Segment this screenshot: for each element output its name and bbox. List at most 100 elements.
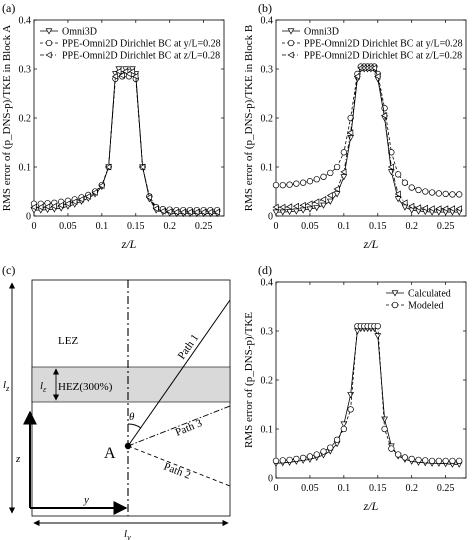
data-point-series-2 (408, 184, 415, 191)
ly-label: ly (124, 528, 131, 540)
data-point-series-2 (388, 445, 395, 452)
data-point-series-2 (306, 178, 314, 185)
data-point-series-3 (172, 208, 180, 216)
data-point-series-2 (401, 454, 409, 461)
data-point-series-3 (71, 198, 78, 206)
data-point-series-3 (414, 204, 422, 212)
path-3-label: Path 3 (174, 417, 205, 439)
data-point-series-3 (152, 205, 159, 213)
series-line-1 (34, 68, 218, 215)
legend-marker-1 (45, 28, 53, 35)
data-point-series-3 (111, 72, 119, 80)
data-point-series-2 (456, 457, 463, 465)
lz-label: lz (3, 379, 10, 393)
data-point-series-2 (422, 457, 429, 464)
data-point-series-2 (313, 176, 320, 183)
legend-marker-2 (45, 39, 53, 47)
point-a-marker (124, 442, 132, 450)
series-group-a (30, 66, 221, 218)
legend-marker-2 (287, 39, 295, 47)
y-tick-label: 0.4 (261, 16, 274, 27)
data-point-series-2 (374, 322, 381, 330)
y-tick-label: 0.3 (261, 65, 274, 76)
data-point-series-1 (292, 208, 300, 215)
legend-entry-2: Modeled (408, 301, 444, 312)
schematic-panel-c: (c) LEZ HEZ(300%) lε lz ly z y Path 1 Pa… (2, 263, 231, 540)
panel-label-a: (a) (2, 1, 15, 15)
data-point-series-2 (279, 181, 286, 189)
data-point-series-1 (394, 196, 402, 203)
data-point-series-1 (347, 135, 355, 142)
data-point-series-3 (272, 203, 279, 211)
data-point-series-3 (442, 205, 449, 213)
y-tick-label: 0.1 (261, 163, 274, 174)
path-3-line (127, 405, 231, 447)
data-point-series-3 (347, 129, 354, 137)
data-point-series-3 (401, 199, 408, 207)
legend-entry-1: Omni3D (304, 27, 339, 38)
data-point-series-2 (293, 455, 300, 463)
legend-entry-1: Calculated (408, 289, 451, 300)
l-epsilon-label: lε (40, 380, 47, 394)
data-point-series-2 (327, 444, 334, 451)
data-point-series-3 (370, 64, 377, 72)
data-point-series-1 (381, 416, 388, 423)
y-axis-label-b: RMS error of (p_DNS-p)/TKE in Block B (243, 25, 255, 211)
data-point-series-3 (206, 208, 214, 216)
legend-marker-3 (287, 51, 294, 59)
data-point-series-2 (299, 179, 307, 186)
data-point-series-3 (279, 203, 286, 211)
legend-marker-2 (391, 301, 399, 309)
data-point-series-3 (394, 190, 401, 198)
y-tick-label: 0.2 (19, 114, 32, 125)
data-point-series-1 (326, 198, 334, 205)
hez-label: HEZ(300%) (58, 381, 113, 393)
data-point-series-3 (105, 163, 112, 171)
x-tick-label: 0.05 (301, 221, 319, 232)
y-tick-label: 0.2 (261, 376, 274, 387)
chart-panel-a: (a) 0 0.05 0.1 0.15 0.2 0.25 0 0.1 0.2 0.3 0.4 z/L… (1, 1, 225, 251)
data-point-series-3 (64, 200, 71, 208)
data-point-series-2 (394, 451, 402, 458)
y-tick-label: 0.2 (261, 114, 274, 125)
data-point-series-3 (115, 68, 122, 75)
data-point-series-2 (293, 180, 300, 187)
data-point-series-2 (306, 453, 314, 460)
data-point-series-3 (179, 208, 186, 216)
data-point-series-3 (448, 205, 456, 213)
x-axis-label-d: z/L (363, 499, 379, 513)
data-point-series-3 (145, 193, 152, 201)
data-point-series-3 (84, 193, 91, 200)
data-point-series-3 (118, 71, 125, 79)
x-tick-label: 0.15 (369, 483, 387, 494)
chart-panel-b: (b) 0 0.05 0.1 0.15 0.2 0.25 0 0.1 0.2 0.3 0.4 z/L… (243, 1, 467, 251)
data-point-series-3 (319, 195, 327, 203)
series-group-b (272, 63, 463, 216)
data-point-series-1 (306, 206, 314, 213)
data-point-series-3 (193, 208, 200, 216)
data-point-series-3 (98, 182, 105, 190)
data-point-series-3 (37, 203, 44, 211)
x-axis-label-a: z/L (121, 237, 137, 251)
data-point-series-2 (435, 457, 443, 465)
data-point-series-3 (306, 200, 313, 208)
data-point-series-3 (50, 202, 57, 210)
x-tick-label: 0 (274, 221, 279, 232)
y-axis-label: y (83, 494, 89, 506)
panel-label-b: (b) (258, 1, 272, 15)
x-tick-label: 0.1 (96, 221, 109, 232)
panel-label-c: (c) (2, 263, 15, 277)
data-point-series-3 (299, 201, 306, 209)
x-tick-label: 0.15 (369, 221, 387, 232)
data-point-series-2 (442, 190, 449, 198)
data-point-series-3 (125, 70, 132, 78)
x-tick-label: 0 (274, 483, 279, 494)
data-point-series-1 (387, 169, 395, 176)
x-tick-label: 0.25 (437, 483, 455, 494)
legend-entry-2: PPE-Omni2D Dirichlet BC at y/L=0.28 (304, 39, 463, 50)
data-point-series-3 (91, 189, 98, 196)
data-point-series-3 (30, 203, 37, 211)
data-point-series-2 (313, 451, 320, 458)
data-point-series-2 (286, 181, 293, 188)
